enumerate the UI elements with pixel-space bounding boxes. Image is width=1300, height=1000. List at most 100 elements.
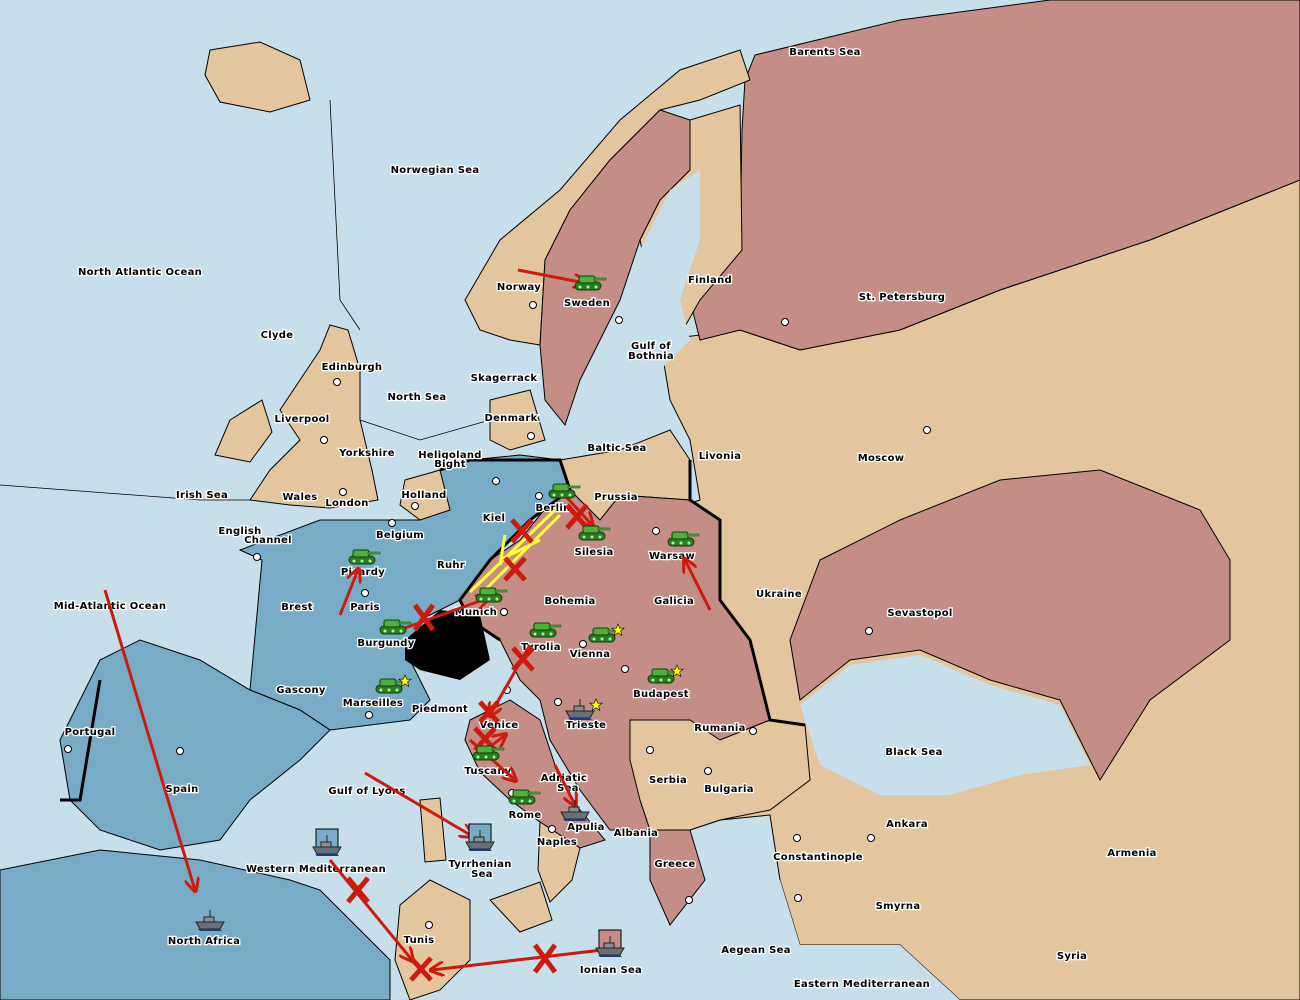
province-label[interactable]: Irish Sea [175,489,229,503]
province-label[interactable]: Black Sea [884,746,944,760]
iberia [59,639,331,851]
province-label[interactable]: Vienna [568,648,611,662]
province-label[interactable]: Piedmont [411,703,470,717]
province-label[interactable]: London [324,497,370,511]
province-label[interactable]: Naples [536,836,579,850]
province-label[interactable]: Serbia [648,774,688,788]
province-label[interactable]: Sea [470,868,494,882]
province-label[interactable]: Constantinople [772,851,864,865]
province-label[interactable]: Eastern Mediterranean [793,978,931,992]
province-label[interactable]: Rumania [693,722,747,736]
province-label[interactable]: Apulia [566,821,606,835]
province-label[interactable]: Venice [478,719,519,733]
province-label[interactable]: Galicia [653,595,695,609]
province-label[interactable]: Tyrrhenian [447,858,513,872]
province-label[interactable]: Ukraine [755,588,803,602]
province-label[interactable]: English [217,525,262,539]
support-arrow [498,534,507,566]
province-label[interactable]: Skagerrack [469,372,538,386]
province-label[interactable]: Gulf of Lyons [327,785,407,799]
province-label[interactable]: Kiel [481,512,506,526]
support-arrow [478,513,562,597]
province-label[interactable]: Wales [281,491,318,505]
supply-center [320,436,328,444]
supply-center [253,553,261,561]
province-label[interactable]: Bohemia [543,595,596,609]
province-label[interactable]: Yorkshire [337,447,396,461]
province-label[interactable]: Smyrna [874,900,921,914]
province-label[interactable]: Finland [687,274,733,288]
province-label[interactable]: Silesia [573,546,614,560]
province-label[interactable]: Liverpool [273,413,330,427]
move-arrow [364,771,472,836]
province-label[interactable]: Paris [349,601,381,615]
power-border [60,679,102,802]
province-label[interactable]: Ankara [885,818,929,832]
province-label[interactable]: North Africa [167,935,242,949]
province-label[interactable]: Warsaw [648,550,696,564]
province-label[interactable]: Picardy [340,566,387,580]
move-arrow [103,589,195,890]
province-label[interactable]: Ionian Sea [579,964,644,978]
province-label[interactable]: Albania [612,827,659,841]
province-label[interactable]: Bight [433,458,467,472]
province-label[interactable]: Gascony [275,684,327,698]
fleet-icon[interactable] [465,823,495,852]
province-label[interactable]: Heligoland [417,449,483,463]
province-label[interactable]: North Sea [386,391,447,405]
supply-center [492,477,500,485]
province-label[interactable]: Berlin [534,502,571,516]
province-label[interactable]: Ruhr [436,559,466,573]
province-label[interactable]: Tunis [402,934,435,948]
province-label[interactable]: Trieste [564,719,607,733]
failed-order-x-icon [346,876,370,904]
province-label[interactable]: Holland [400,489,448,503]
province-label: Norwegian Sea [391,165,480,176]
dislodged-x-icon [409,956,433,982]
balkans [629,719,811,831]
province-label[interactable]: Armenia [1106,847,1158,861]
supply-center [781,318,789,326]
province-label[interactable]: Sevastopol [886,607,954,621]
province-label[interactable]: Marseilles [342,697,405,711]
supply-center [749,727,757,735]
province-label[interactable]: Bothnia [627,350,675,364]
province-label[interactable]: Portugal [63,726,116,740]
province-label[interactable]: Brest [280,601,314,615]
province-label[interactable]: Burgundy [356,637,416,651]
fleet-icon[interactable] [312,828,342,857]
units-layer [195,275,700,958]
province-label[interactable]: Baltic Sea [586,442,647,456]
province-label[interactable]: Rome [507,809,542,823]
province-label[interactable]: Greece [653,858,697,872]
sea-border [329,99,361,331]
province-label[interactable]: Channel [243,534,293,548]
supply-center [923,426,931,434]
province-label[interactable]: Clyde [259,329,294,343]
supply-center [176,747,184,755]
fleet-icon[interactable] [595,929,625,958]
province-label[interactable]: Livonia [697,450,742,464]
province-label[interactable]: Sweden [563,297,611,311]
province-label[interactable]: Bulgaria [703,783,755,797]
switzerland-impassable [405,610,490,680]
province-label[interactable]: Moscow [856,452,905,466]
province-label: Barents Sea [789,47,860,58]
province-label[interactable]: Western Mediterranean [245,863,387,877]
province-label[interactable]: Adriatic [539,772,588,786]
failed-order-x-icon [511,646,535,672]
province-label[interactable]: St. Petersburg [858,291,947,305]
orders-layer [103,268,712,982]
province-label[interactable]: Belgium [375,529,425,543]
province-label[interactable]: Gulf of [630,340,673,354]
province-label[interactable]: Budapest [632,688,690,702]
province-label[interactable]: Syria [1056,950,1089,964]
province-label[interactable]: Denmark [483,412,538,426]
province-label[interactable]: Spain [164,783,199,797]
province-label[interactable]: Prussia [593,491,639,505]
province-label[interactable]: Aegean Sea [720,944,792,958]
province-label[interactable]: Norway [496,281,543,295]
norway [464,49,751,346]
province-label[interactable]: Edinburgh [320,361,383,375]
